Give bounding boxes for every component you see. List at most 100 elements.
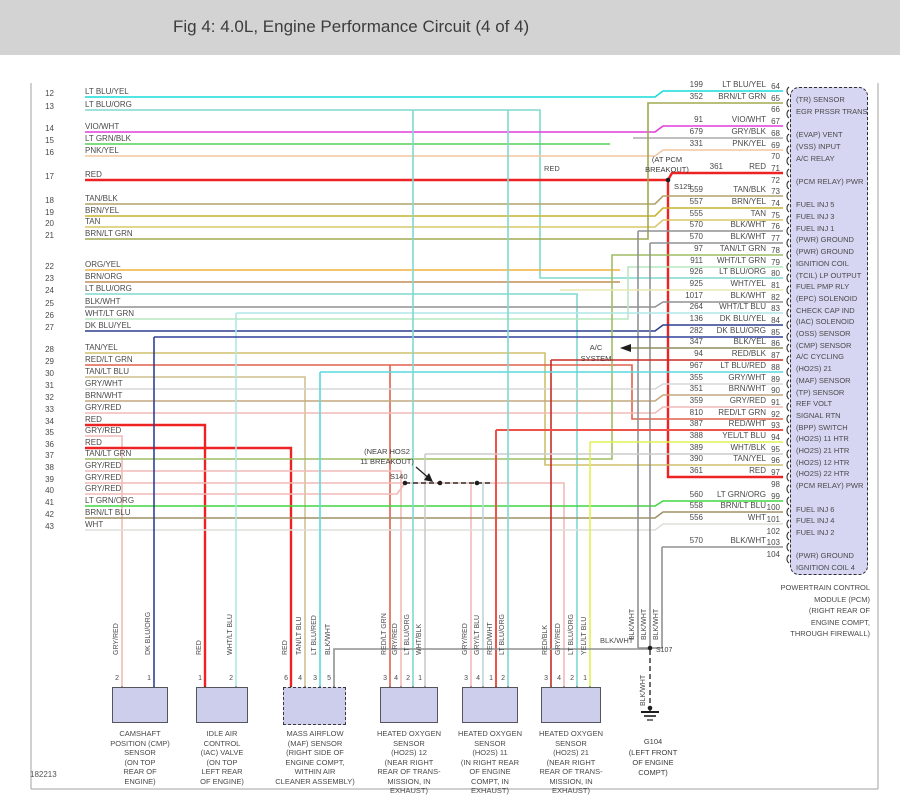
pcm-pin-connector-icon — [786, 156, 790, 166]
pcm-pin-number: 91 — [771, 398, 780, 407]
right-wire-color-label: GRY/RED — [729, 396, 766, 405]
g104-ground-label: G104 — [643, 737, 663, 746]
right-wire-color-label: TAN/BLK — [733, 185, 766, 194]
left-pin-number: 34 — [45, 417, 54, 426]
ho2s-11-wire-color-label: GRY/RED — [462, 623, 469, 655]
right-wire-color-label: DK BLU/YEL — [719, 314, 766, 323]
ho2s-12-label: MISSION, IN — [387, 776, 431, 786]
component-pin-number: 3 — [383, 675, 387, 682]
left-wire-color-label: LT BLU/YEL — [85, 87, 129, 96]
pcm-pin-label: (TP) SENSOR — [796, 388, 845, 397]
ho2s-11-label: EXHAUST) — [471, 786, 509, 795]
left-pin-number: 28 — [45, 345, 54, 354]
component-pin-number: 4 — [476, 675, 480, 682]
iac-valve-label: LEFT REAR — [201, 767, 243, 776]
circuit-number: 679 — [689, 127, 703, 136]
pcm-pin-label: A/C CYCLING — [796, 352, 844, 361]
component-pin-number: 1 — [418, 675, 422, 682]
pcm-pin-label: (PWR) GROUND — [796, 247, 854, 256]
left-pin-number: 42 — [45, 510, 54, 519]
pcm-pin-number: 70 — [771, 152, 780, 161]
pcm-pin-connector-icon — [786, 215, 790, 225]
component-pin-number: 3 — [464, 675, 468, 682]
left-pin-number: 18 — [45, 196, 54, 205]
pcm-pin-number: 96 — [771, 456, 780, 465]
ho2s-11-wire-color-label: RED/WHT — [487, 622, 494, 655]
pcm-pin-connector-icon — [786, 496, 790, 506]
pcm-pin-label: (VSS) INPUT — [796, 142, 841, 151]
ho2s-21-wire-color-label: YEL/LT BLU — [581, 616, 588, 655]
title-bar: Fig 4: 4.0L, Engine Performance Circuit … — [0, 0, 900, 55]
pcm-pin-connector-icon — [786, 133, 790, 143]
pcm-pin-connector-icon — [786, 542, 790, 552]
pcm-pin-label: (PWR) GROUND — [796, 235, 854, 244]
pcm-pin-label: A/C RELAY — [796, 154, 835, 163]
maf-sensor-wire-color-label: LT BLU/RED — [311, 615, 318, 655]
maf-sensor-label: MASS AIRFLOW — [286, 729, 344, 738]
left-pin-number: 21 — [45, 231, 54, 240]
iac-valve-label: CONTROL — [203, 738, 241, 748]
left-wire-color-label: BRN/LT BLU — [85, 508, 131, 517]
pcm-pin-number: 92 — [771, 410, 780, 419]
pcm-pin-number: 85 — [771, 328, 780, 337]
pcm-pin-number: 103 — [766, 538, 780, 547]
left-pin-number: 22 — [45, 262, 54, 271]
pcm-pin-number: 89 — [771, 375, 780, 384]
pcm-pin-connector-icon — [786, 262, 790, 272]
component-pin-number: 6 — [284, 675, 288, 682]
left-pin-number: 37 — [45, 451, 54, 460]
pcm-module-label: MODULE (PCM) — [814, 594, 870, 604]
pcm-pin-number: 82 — [771, 293, 780, 302]
pcm-pin-connector-icon — [786, 297, 790, 307]
pcm-pin-number: 73 — [771, 187, 780, 196]
right-wire-color-label: RED — [749, 466, 766, 475]
pcm-pin-connector-icon — [786, 484, 790, 494]
right-wire-color-label: WHT/LT BLU — [719, 302, 766, 311]
pcm-pin-label: (TR) SENSOR — [796, 95, 845, 104]
pcm-pin-connector-icon — [786, 343, 790, 353]
ho2s-21-wire-color-label: GRY/RED — [555, 623, 562, 655]
ho2s-12-wire-color-label: GRY/RED — [392, 623, 399, 655]
circuit-number: 558 — [689, 501, 703, 510]
right-wire-color-label: TAN — [750, 209, 766, 218]
cmp-sensor-label: (ON TOP — [124, 757, 156, 767]
pcm-pin-connector-icon — [786, 203, 790, 213]
right-wire-color-label: VIO/WHT — [731, 115, 766, 124]
right-wire-color-label: RED/BLK — [731, 349, 766, 358]
circuit-number: 389 — [689, 443, 703, 452]
pcm-pin-connector-icon — [786, 145, 790, 155]
wire-color-inline-label: BLK/WHT — [600, 636, 634, 645]
ho2s-11-label: COMPT, IN — [471, 776, 509, 786]
pcm-pin-connector-icon — [786, 554, 790, 564]
figure-title: Fig 4: 4.0L, Engine Performance Circuit … — [173, 17, 530, 36]
pcm-pin-number: 68 — [771, 129, 780, 138]
left-pin-number: 23 — [45, 274, 54, 283]
pcm-pin-number: 104 — [766, 550, 780, 559]
pcm-pin-connector-icon — [786, 191, 790, 201]
circuit-number: 911 — [690, 256, 703, 265]
s140-splice-label: S140 — [390, 472, 408, 481]
left-pin-number: 13 — [45, 102, 54, 111]
left-wire-color-label: TAN/YEL — [85, 343, 118, 352]
pcm-pin-number: 83 — [771, 304, 780, 313]
circuit-number: 388 — [689, 431, 703, 440]
left-wire-color-label: GRY/RED — [85, 426, 122, 435]
cmp-sensor-wire-color-label: GRY/RED — [113, 623, 120, 655]
ho2s-21-wire-color-label: LT BLU/ORG — [568, 614, 575, 655]
component-pin-number: 4 — [557, 675, 561, 682]
pcm-pin-connector-icon — [786, 98, 790, 108]
circuit-number: 331 — [689, 139, 703, 148]
pcm-pin-number: 81 — [771, 281, 780, 290]
iac-valve-wire-color-label: RED — [196, 640, 203, 655]
component-pin-number: 4 — [394, 675, 398, 682]
right-wire-color-label: BLK/WHT — [730, 232, 766, 241]
circuit-number: 570 — [689, 220, 703, 229]
pcm-pin-label: FUEL INJ 4 — [796, 516, 835, 525]
right-wire-color-label: LT BLU/RED — [720, 361, 767, 370]
near-ho2s11-breakout-note: (NEAR HOS2 — [364, 447, 410, 456]
maf-sensor-label: (MAF) SENSOR — [287, 738, 343, 748]
blk-wht-vertical-label: BLK/WHT — [653, 608, 660, 640]
pcm-pin-label: (OSS) SENSOR — [796, 329, 851, 338]
pcm-pin-label: (EPC) SOLENOID — [796, 294, 858, 303]
left-pin-number: 31 — [45, 381, 54, 390]
